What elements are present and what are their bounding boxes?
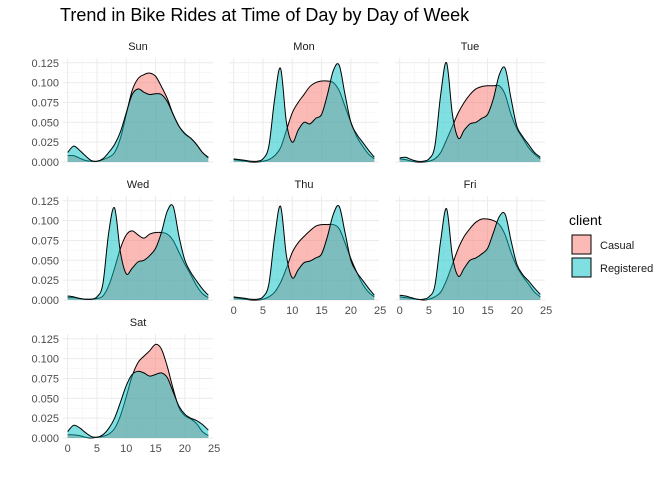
y-tick-label: 0.050 xyxy=(31,255,59,267)
panel-sat: Sat 0.000 0.025 0.050 0.075 0.100 0.125 0 5 10 15 2… xyxy=(31,317,220,455)
panel-mon: Mon xyxy=(229,41,379,163)
x-tick-label: 10 xyxy=(452,305,464,317)
x-tick-label: 15 xyxy=(481,305,493,317)
x-tick-label: 20 xyxy=(511,305,523,317)
y-tick-label: 0.050 xyxy=(31,393,59,405)
density-line-registered xyxy=(399,62,541,162)
y-tick-label: 0.000 xyxy=(31,157,59,169)
density-area-registered xyxy=(233,63,375,162)
x-tick-label: 15 xyxy=(315,305,327,317)
density-area-registered xyxy=(233,205,375,300)
legend: client Casual Registered xyxy=(569,212,653,278)
y-tick-label: 0.125 xyxy=(31,334,59,346)
density-area-registered xyxy=(67,371,209,438)
y-tick-label: 0.075 xyxy=(31,97,59,109)
density-line-registered xyxy=(67,88,209,162)
x-tick-label: 25 xyxy=(374,305,386,317)
legend-label-casual: Casual xyxy=(600,240,634,252)
density-area-registered xyxy=(399,62,541,162)
panel-tue: Tue xyxy=(395,41,545,163)
density-line-registered xyxy=(67,370,209,438)
panel-title: Thu xyxy=(295,179,314,191)
y-tick-label: 0.100 xyxy=(31,78,59,90)
x-tick-label: 25 xyxy=(540,305,552,317)
y-tick-label: 0.025 xyxy=(31,413,59,425)
density-area-registered xyxy=(67,88,209,162)
x-tick-label: 0 xyxy=(397,305,403,317)
panel-wed: Wed 0.000 0.025 0.050 0.075 0.100 0.125 xyxy=(31,179,213,307)
density-area-registered xyxy=(399,208,541,300)
panel-sun: Sun 0.000 0.025 0.050 0.075 0.100 0.125 xyxy=(31,41,213,169)
legend-label-registered: Registered xyxy=(600,263,653,275)
x-tick-label: 0 xyxy=(231,305,237,317)
x-tick-label: 10 xyxy=(120,443,132,455)
panel-title: Sun xyxy=(128,41,148,53)
y-tick-label: 0.100 xyxy=(31,216,59,228)
panel-thu: Thu 0 5 10 15 20 25 xyxy=(229,179,386,317)
x-tick-label: 25 xyxy=(208,443,220,455)
y-tick-label: 0.000 xyxy=(31,295,59,307)
x-tick-label: 5 xyxy=(94,443,100,455)
density-area-registered xyxy=(67,204,209,300)
y-tick-label: 0.100 xyxy=(31,354,59,366)
y-tick-label: 0.075 xyxy=(31,235,59,247)
density-line-registered xyxy=(233,63,375,162)
x-tick-label: 20 xyxy=(179,443,191,455)
legend-swatch-casual xyxy=(571,234,592,255)
panel-title: Fri xyxy=(464,179,477,191)
y-tick-label: 0.025 xyxy=(31,275,59,287)
panel-title: Tue xyxy=(461,41,480,53)
density-line-registered xyxy=(399,208,541,300)
legend-swatch-registered xyxy=(571,257,592,278)
y-tick-label: 0.025 xyxy=(31,137,59,149)
legend-title: client xyxy=(569,212,602,228)
panel-title: Mon xyxy=(293,41,314,53)
panel-title: Sat xyxy=(130,317,147,329)
x-tick-label: 20 xyxy=(345,305,357,317)
x-tick-label: 15 xyxy=(149,443,161,455)
x-tick-label: 5 xyxy=(426,305,432,317)
density-line-registered xyxy=(233,205,375,300)
y-tick-label: 0.125 xyxy=(31,196,59,208)
panels: Sun 0.000 0.025 0.050 0.075 0.100 0.125 Mon Tue W… xyxy=(31,41,552,455)
density-line-registered xyxy=(67,204,209,300)
x-tick-label: 10 xyxy=(286,305,298,317)
x-tick-label: 0 xyxy=(65,443,71,455)
x-tick-label: 5 xyxy=(260,305,266,317)
panel-title: Wed xyxy=(127,179,149,191)
chart-title: Trend in Bike Rides at Time of Day by Da… xyxy=(60,5,470,25)
panel-fri: Fri 0 5 10 15 20 25 xyxy=(395,179,552,317)
y-tick-label: 0.050 xyxy=(31,117,59,129)
y-tick-label: 0.000 xyxy=(31,433,59,445)
y-tick-label: 0.125 xyxy=(31,58,59,70)
y-tick-label: 0.075 xyxy=(31,373,59,385)
